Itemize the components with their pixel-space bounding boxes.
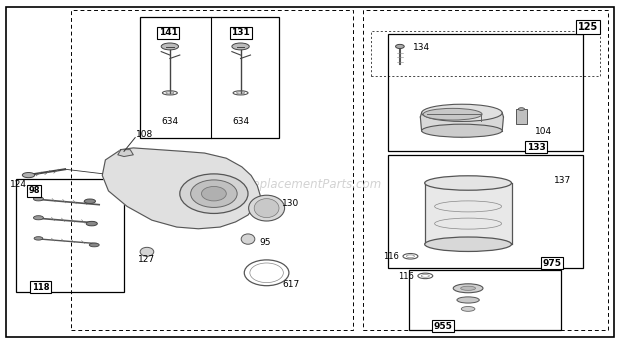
Text: 125: 125 — [578, 22, 598, 32]
Text: 95: 95 — [259, 238, 271, 247]
Ellipse shape — [425, 237, 512, 251]
Ellipse shape — [241, 234, 255, 244]
Text: 116: 116 — [398, 272, 414, 281]
Bar — [516, 109, 527, 124]
Text: 634: 634 — [232, 117, 249, 126]
Text: 104: 104 — [535, 127, 552, 136]
Ellipse shape — [140, 247, 154, 256]
Bar — [425, 183, 512, 244]
Bar — [388, 34, 583, 151]
Polygon shape — [118, 150, 133, 157]
Text: 634: 634 — [161, 117, 179, 126]
Ellipse shape — [422, 124, 502, 137]
Ellipse shape — [33, 197, 43, 201]
Text: 130: 130 — [282, 199, 299, 208]
Text: 118: 118 — [32, 283, 49, 292]
Ellipse shape — [22, 173, 35, 178]
Ellipse shape — [232, 43, 249, 50]
Ellipse shape — [423, 108, 482, 120]
Text: 124: 124 — [10, 180, 27, 189]
Text: 131: 131 — [231, 28, 250, 37]
Ellipse shape — [461, 286, 476, 290]
Ellipse shape — [202, 186, 226, 201]
Ellipse shape — [461, 307, 475, 311]
Text: 955: 955 — [433, 322, 452, 331]
Text: 134: 134 — [413, 43, 430, 52]
Text: 137: 137 — [554, 176, 571, 185]
Text: 133: 133 — [527, 143, 546, 152]
Bar — [388, 155, 583, 268]
Bar — [71, 10, 353, 330]
Ellipse shape — [84, 199, 95, 204]
Ellipse shape — [425, 176, 512, 190]
Polygon shape — [102, 148, 260, 229]
Ellipse shape — [34, 237, 43, 240]
Text: 127: 127 — [138, 255, 156, 264]
Text: 141: 141 — [159, 28, 177, 37]
Ellipse shape — [518, 108, 525, 110]
Bar — [409, 270, 561, 330]
Ellipse shape — [422, 104, 502, 121]
Polygon shape — [420, 113, 503, 138]
Text: 975: 975 — [542, 259, 561, 268]
Ellipse shape — [86, 222, 97, 226]
Text: 617: 617 — [282, 280, 299, 289]
Ellipse shape — [33, 216, 43, 220]
Ellipse shape — [249, 195, 285, 221]
Ellipse shape — [254, 199, 279, 218]
Bar — [140, 17, 279, 138]
Text: 98: 98 — [29, 186, 40, 195]
Ellipse shape — [457, 297, 479, 303]
Ellipse shape — [396, 44, 404, 49]
Bar — [371, 31, 600, 76]
Ellipse shape — [161, 43, 179, 50]
Text: 108: 108 — [136, 130, 154, 139]
Ellipse shape — [190, 180, 237, 207]
Bar — [16, 179, 124, 292]
Bar — [363, 10, 608, 330]
Text: 116: 116 — [383, 252, 399, 261]
Ellipse shape — [89, 243, 99, 247]
Text: eReplacementParts.com: eReplacementParts.com — [238, 178, 382, 191]
Ellipse shape — [453, 284, 483, 293]
Ellipse shape — [180, 174, 248, 213]
